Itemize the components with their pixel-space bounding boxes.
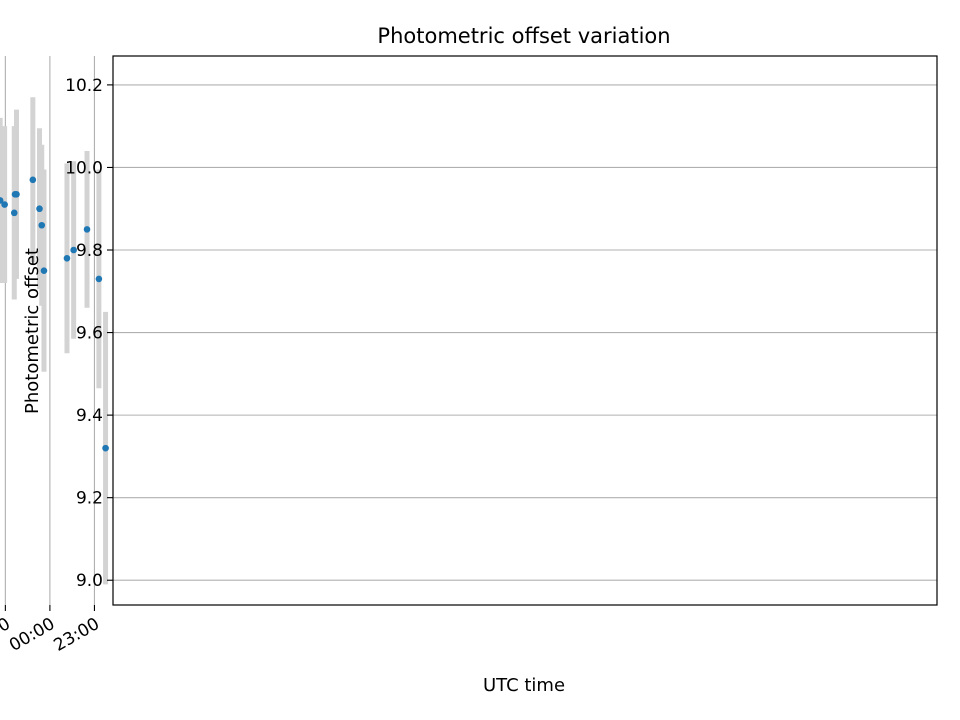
data-point (63, 254, 71, 262)
data-point (40, 267, 48, 274)
chart-title: Photometric offset variation (377, 24, 670, 48)
data-point (95, 275, 103, 283)
y-tick-label: 9.2 (76, 489, 103, 509)
x-axis-label: UTC time (483, 675, 565, 696)
grid (4, 56, 937, 605)
data-point (102, 444, 109, 452)
data-point (0, 197, 4, 204)
data-point (70, 246, 77, 254)
data-point (83, 226, 91, 233)
data-point (36, 205, 43, 213)
x-tick-label: 00:00 (6, 614, 58, 656)
data-point (11, 190, 19, 198)
y-tick-label: 10.0 (65, 158, 103, 178)
y-tick-label: 10.2 (65, 76, 103, 96)
data-points (0, 176, 109, 452)
data-point (1, 201, 8, 208)
x-tick-label: 23:00 (51, 614, 103, 656)
data-point (38, 221, 46, 229)
y-tick-label: 9.8 (76, 241, 103, 261)
y-tick-label: 9.4 (76, 406, 103, 426)
data-point (29, 176, 37, 184)
data-point (10, 209, 18, 217)
plot-area-frame (112, 55, 938, 606)
y-tick-label: 9.0 (76, 571, 103, 591)
y-tick-label: 9.6 (76, 324, 103, 344)
y-axis-label: Photometric offset (22, 248, 43, 414)
y-axis-ticks: 9.0 9.2 9.4 9.6 9.8 10.0 10.2 (65, 76, 113, 591)
